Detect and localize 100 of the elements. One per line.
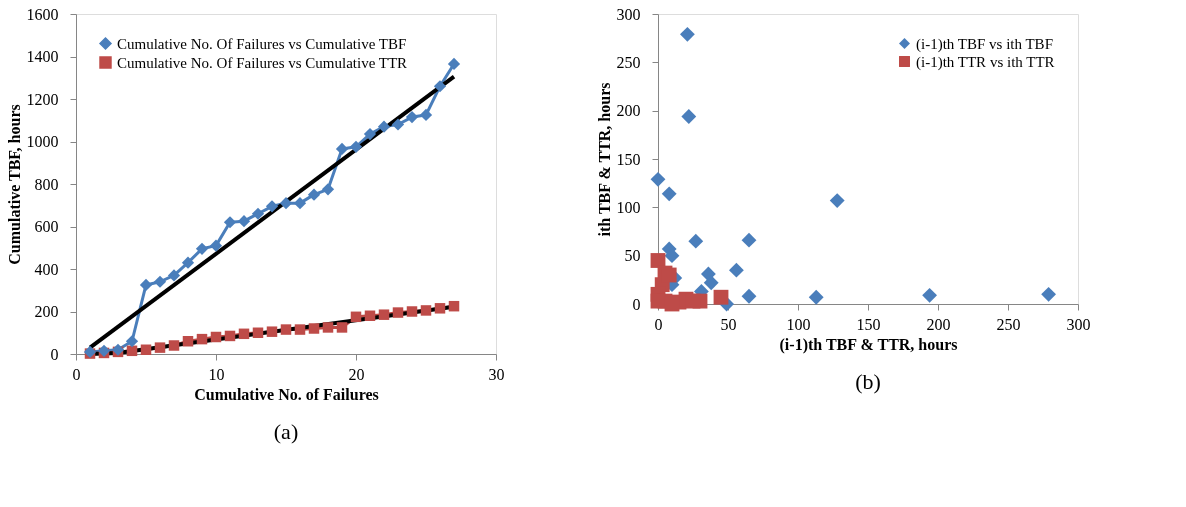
point [266,326,278,337]
y-tick-label: 1000 [26,133,59,150]
point [210,331,222,343]
x-tick-label: 150 [856,315,881,333]
point [741,232,757,248]
point [741,288,757,304]
point [224,330,236,342]
point [448,300,460,312]
point [209,239,223,252]
point [237,215,251,228]
x-tick-label: 30 [488,365,505,383]
point [679,26,695,42]
x-tick-label: 100 [786,315,811,333]
x-tick-label: 0 [72,365,81,383]
point [829,193,845,208]
y-tick-label: 800 [34,175,59,193]
point [349,140,363,153]
point [238,328,250,340]
point [293,197,307,210]
legend-label: Cumulative No. Of Failures vs Cumulative TBF [117,35,407,52]
x-tick-label: 10 [208,365,225,383]
point [650,253,666,268]
point [405,110,419,124]
point [685,293,701,309]
point [728,262,744,278]
point [182,336,194,347]
text: (b) [855,369,881,394]
point [153,275,167,288]
x-axis-title: (i-1)th TBF & TTR, hours [779,335,958,354]
point [808,289,824,305]
point [433,80,447,93]
y-tick-label: 0 [50,345,59,363]
point [391,118,405,131]
point [294,324,306,335]
x-axis-title: Cumulative No. of Failures [194,385,379,403]
point [681,109,697,124]
point [661,186,677,202]
point [195,242,209,255]
y-tick-label: 600 [34,218,59,235]
point [125,335,139,348]
y-tick-label: 0 [632,295,641,313]
y-tick-label: 100 [616,198,641,216]
y-tick-label: 1600 [26,5,59,23]
x-tick-label: 20 [348,365,365,383]
point [140,344,152,355]
point [181,256,195,269]
text: (a) [273,419,299,444]
y-tick-label: 200 [616,102,641,120]
point [307,188,321,201]
point [350,311,362,323]
point [168,340,180,351]
y-tick-label: 250 [616,53,641,71]
point [363,127,377,141]
y-tick-label: 1400 [26,48,59,65]
y-axis-title: ith TBF & TTR, hours [595,82,613,237]
point [420,305,432,316]
point [406,306,418,317]
x-tick-label: 0 [654,315,663,333]
point [419,108,433,122]
x-tick-label: 250 [996,315,1021,333]
point [335,142,349,156]
legend-label: (i-1)th TTR vs ith TTR [916,53,1055,71]
y-axis-title: Cumulative TBF, hours [5,104,23,265]
point [378,309,390,320]
point [321,183,335,196]
y-tick-label: 50 [624,247,641,265]
point [322,322,334,333]
point [1041,286,1057,302]
point [139,278,153,292]
point [251,207,265,220]
point [392,307,404,318]
x-tick-label: 200 [926,315,951,333]
x-tick-label: 50 [720,315,737,333]
y-tick-label: 400 [34,260,59,278]
point [280,324,292,335]
y-tick-label: 300 [616,5,641,23]
point [922,287,938,303]
point [167,269,181,282]
point [688,233,704,249]
point [223,216,237,229]
x-tick-label: 300 [1066,315,1091,333]
y-tick-label: 200 [34,303,59,320]
point [703,275,719,291]
point [196,333,208,345]
y-tick-label: 150 [616,150,641,168]
point [336,322,348,333]
y-tick-label: 1200 [26,90,59,108]
point [650,171,666,187]
point [308,323,320,334]
point [252,327,264,338]
point [265,200,279,213]
point [434,303,446,314]
point [447,57,461,71]
point [364,310,376,321]
point [377,120,391,133]
point [713,289,729,305]
point [154,342,166,353]
point [279,197,293,210]
legend-label: (i-1)th TBF vs ith TBF [916,35,1053,53]
legend-label: Cumulative No. Of Failures vs Cumulative TTR [117,54,408,71]
